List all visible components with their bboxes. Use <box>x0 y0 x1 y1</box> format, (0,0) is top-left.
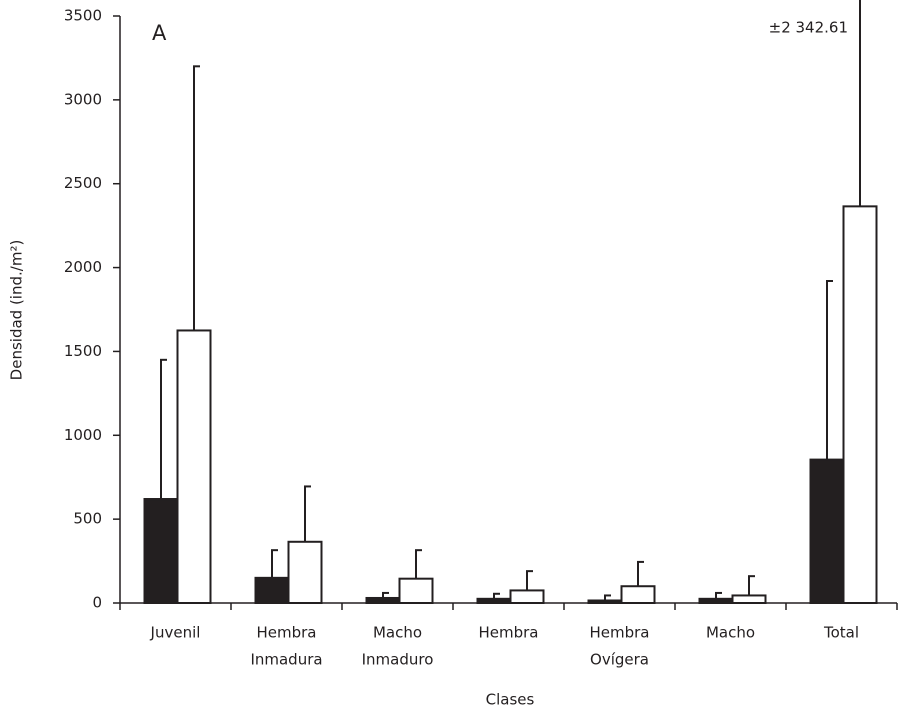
bar <box>509 589 545 605</box>
bar <box>842 205 878 604</box>
bar <box>254 576 290 604</box>
bar <box>143 498 179 605</box>
x-tick-label: Juvenil <box>150 624 201 642</box>
y-tick-label: 0 <box>92 594 102 612</box>
x-axis-label: Clases <box>486 691 535 709</box>
y-tick-label: 1500 <box>64 342 102 360</box>
x-tick-label: Macho <box>373 624 422 642</box>
bar <box>731 594 767 605</box>
y-tick-label: 2500 <box>64 174 102 192</box>
panel-label: A <box>152 21 167 45</box>
annotation: ±2 342.61 <box>769 19 848 37</box>
bar <box>476 597 512 604</box>
y-tick-label: 3000 <box>64 90 102 108</box>
bar <box>698 597 734 604</box>
bar <box>287 540 323 605</box>
bar <box>398 577 434 605</box>
y-axis-label: Densidad (ind./m²) <box>8 240 26 381</box>
x-tick-label: Hembra <box>590 624 650 642</box>
x-tick-label: Hembra <box>479 624 539 642</box>
bar <box>620 585 656 605</box>
x-tick-label: Ovígera <box>590 651 649 669</box>
bar <box>365 596 401 604</box>
bar <box>587 599 623 605</box>
bar <box>809 458 845 604</box>
y-tick-label: 3500 <box>64 7 102 25</box>
x-tick-label: Hembra <box>257 624 317 642</box>
bar <box>176 329 212 604</box>
y-tick-label: 500 <box>73 510 102 528</box>
y-tick-label: 1000 <box>64 426 102 444</box>
x-tick-label: Total <box>823 624 859 642</box>
y-tick-label: 2000 <box>64 258 102 276</box>
x-tick-label: Inmaduro <box>362 651 434 669</box>
x-tick-label: Macho <box>706 624 755 642</box>
x-tick-label: Inmadura <box>250 651 322 669</box>
